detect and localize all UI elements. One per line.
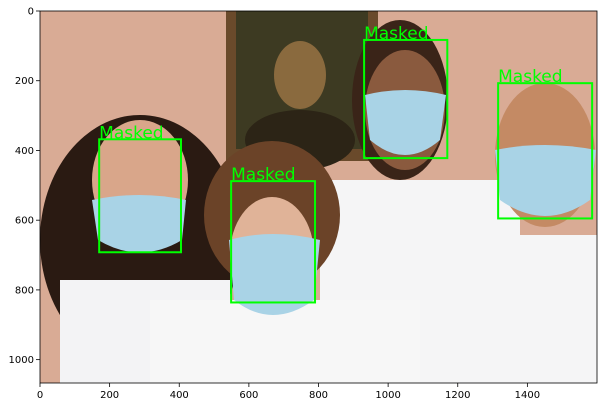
- box-label: Masked: [231, 165, 295, 185]
- bounding-box: [363, 38, 449, 160]
- y-tick-label: 1000: [9, 355, 34, 366]
- x-tick-label: 400: [170, 390, 189, 401]
- x-tick-label: 1400: [515, 390, 540, 401]
- y-tick-label: 800: [15, 285, 34, 296]
- photo: [40, 11, 597, 383]
- bounding-box: [98, 138, 182, 254]
- box-label: Masked: [99, 123, 163, 143]
- y-tick-label: 400: [15, 146, 34, 157]
- bounding-box: [497, 82, 594, 220]
- x-tick-label: 600: [239, 390, 258, 401]
- x-tick-label: 0: [37, 390, 43, 401]
- y-tick-label: 200: [15, 76, 34, 87]
- y-tick-label: 0: [28, 7, 34, 18]
- x-tick-label: 1000: [375, 390, 400, 401]
- bounding-box: [230, 180, 317, 304]
- box-label: Masked: [498, 67, 562, 87]
- y-tick-label: 600: [15, 216, 34, 227]
- x-tick-label: 200: [100, 390, 119, 401]
- box-label: Masked: [364, 24, 428, 44]
- x-tick-label: 1200: [445, 390, 470, 401]
- x-tick-label: 800: [309, 390, 328, 401]
